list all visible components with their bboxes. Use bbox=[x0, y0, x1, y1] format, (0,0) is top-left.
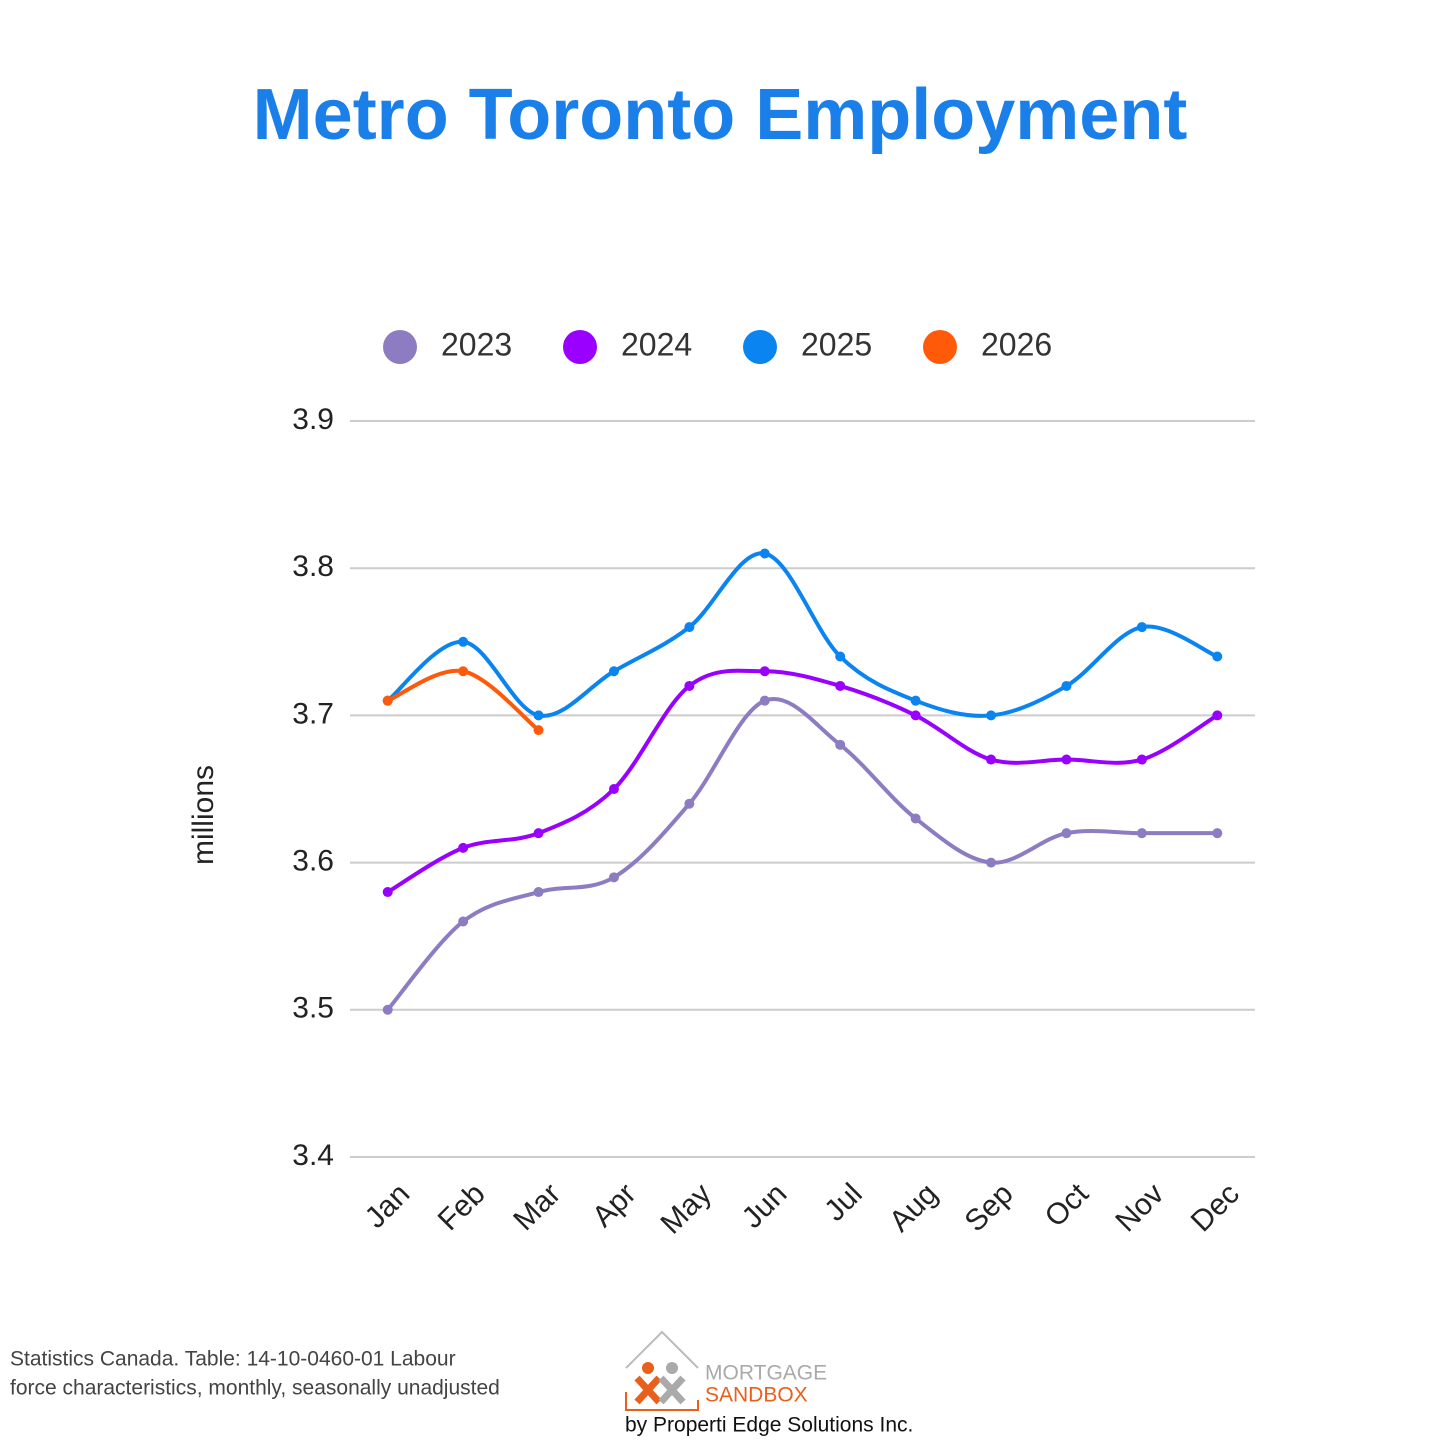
source-line: force characteristics, monthly, seasonal… bbox=[10, 1377, 500, 1400]
logo-x bbox=[634, 1375, 662, 1405]
data-point bbox=[910, 695, 921, 706]
logo-roof bbox=[625, 1330, 699, 1369]
line-series bbox=[386, 551, 1219, 718]
logo-text: SANDBOX bbox=[705, 1384, 808, 1407]
data-point bbox=[986, 710, 997, 721]
data-point bbox=[986, 754, 997, 765]
data-point bbox=[1061, 680, 1072, 691]
logo: MORTGAGE SANDBOX bbox=[625, 1330, 827, 1411]
data-point bbox=[458, 636, 469, 647]
data-point bbox=[533, 828, 544, 839]
source-line: Statistics Canada. Table: 14-10-0460-01 … bbox=[10, 1348, 456, 1371]
data-point bbox=[1061, 754, 1072, 765]
logo-text: MORTGAGE bbox=[705, 1362, 827, 1385]
data-point bbox=[986, 857, 997, 868]
y-axis-label: millions bbox=[187, 765, 220, 865]
data-point bbox=[759, 695, 770, 706]
legend-label: 2026 bbox=[981, 326, 1052, 362]
legend-swatch bbox=[743, 330, 777, 364]
credit: by Properti Edge Solutions Inc. bbox=[625, 1414, 913, 1437]
y-tick-label: 3.8 bbox=[292, 550, 334, 583]
data-point bbox=[835, 651, 846, 662]
data-point bbox=[608, 784, 619, 794]
logo-figure bbox=[642, 1362, 654, 1374]
data-point bbox=[835, 739, 846, 750]
legend-swatch bbox=[563, 330, 597, 364]
data-point bbox=[458, 916, 469, 927]
data-point bbox=[533, 887, 544, 898]
data-point bbox=[1136, 828, 1147, 839]
data-point bbox=[684, 680, 695, 691]
logo-x bbox=[658, 1375, 686, 1405]
data-point bbox=[759, 548, 770, 559]
y-tick-label: 3.9 bbox=[292, 403, 334, 436]
logo-base bbox=[625, 1392, 699, 1411]
data-point bbox=[458, 666, 469, 677]
y-tick-label: 3.4 bbox=[292, 1139, 334, 1172]
data-point bbox=[458, 842, 469, 853]
data-point bbox=[835, 680, 846, 691]
legend-swatch bbox=[383, 330, 417, 364]
legend-label: 2025 bbox=[801, 326, 872, 362]
logo-figure bbox=[666, 1362, 678, 1374]
data-point bbox=[1061, 828, 1072, 839]
data-point bbox=[684, 622, 695, 633]
data-point bbox=[608, 666, 619, 677]
y-tick-label: 3.7 bbox=[292, 697, 334, 730]
data-point bbox=[382, 1004, 393, 1015]
data-point bbox=[533, 725, 544, 736]
data-point bbox=[608, 872, 619, 883]
data-point bbox=[910, 710, 921, 721]
data-point bbox=[382, 695, 393, 706]
data-point bbox=[1136, 754, 1147, 765]
data-point bbox=[1212, 828, 1223, 839]
data-point bbox=[1136, 622, 1147, 633]
data-point bbox=[910, 813, 921, 824]
data-point bbox=[1212, 710, 1223, 721]
legend-label: 2024 bbox=[621, 326, 692, 362]
legend-label: 2023 bbox=[441, 326, 512, 362]
data-point bbox=[1212, 651, 1223, 662]
legend-swatch bbox=[923, 330, 957, 364]
data-point bbox=[684, 798, 695, 809]
data-point bbox=[382, 887, 393, 898]
y-tick-label: 3.6 bbox=[292, 845, 334, 878]
y-tick-label: 3.5 bbox=[292, 992, 334, 1025]
data-point bbox=[533, 710, 544, 721]
chart-title: Metro Toronto Employment bbox=[253, 75, 1188, 155]
data-point bbox=[759, 666, 770, 677]
